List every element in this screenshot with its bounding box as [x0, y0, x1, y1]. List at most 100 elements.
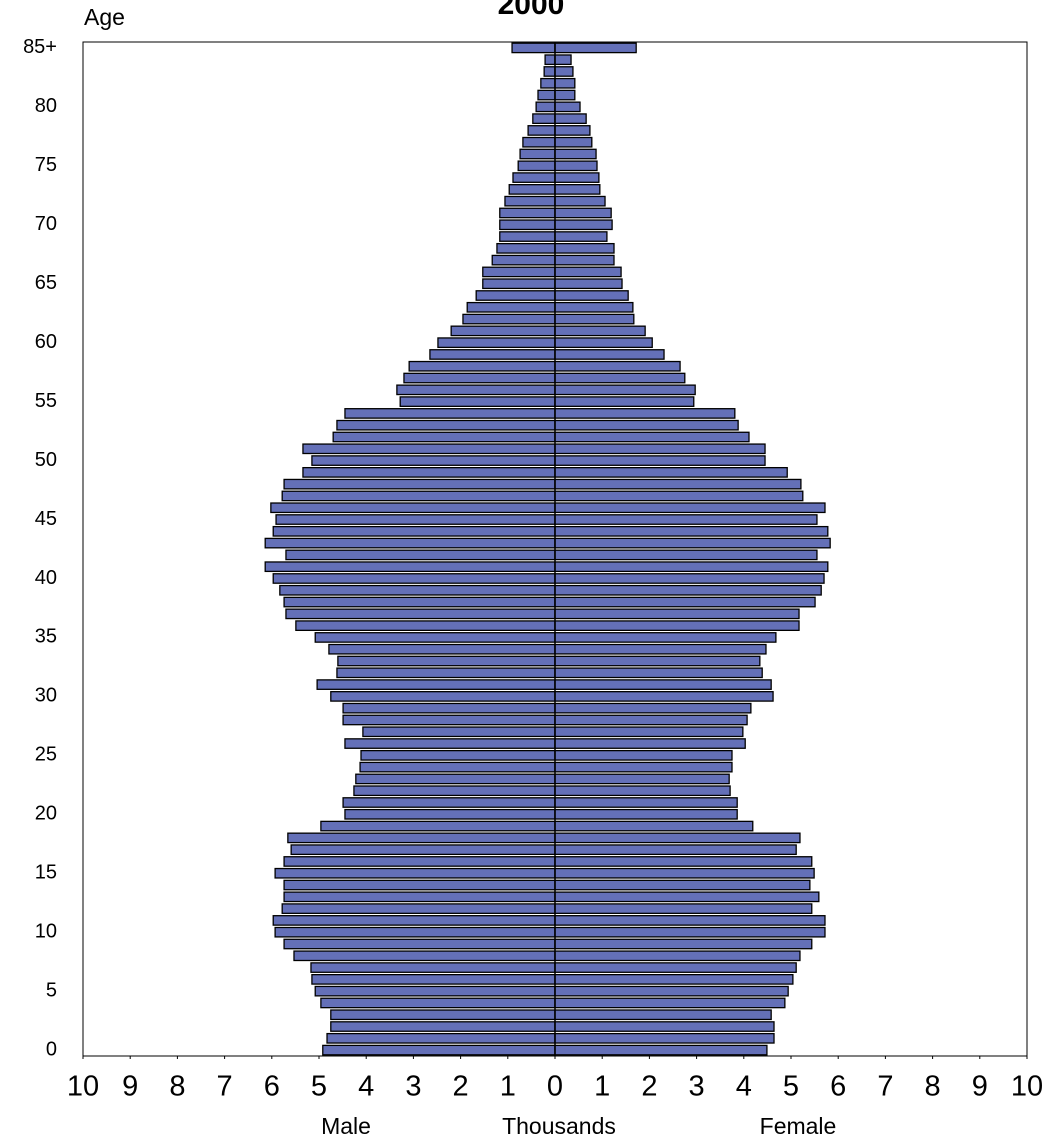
x-axis-label: Thousands — [502, 1113, 616, 1139]
bar — [554, 125, 591, 136]
x-tick-label: 2 — [453, 1071, 469, 1103]
bar — [554, 290, 629, 301]
bar — [554, 113, 587, 125]
bar — [554, 1021, 775, 1032]
bar — [554, 172, 600, 183]
bar — [554, 431, 750, 443]
bar — [554, 785, 731, 797]
bar — [532, 113, 556, 125]
bar — [272, 915, 556, 926]
y-tick-label: 70 — [35, 213, 57, 235]
bar — [554, 903, 813, 914]
x-tick-label: 3 — [689, 1071, 705, 1103]
bar — [314, 985, 556, 997]
bar — [554, 832, 801, 844]
bar — [408, 360, 556, 372]
bar — [320, 997, 556, 1009]
bar — [272, 525, 556, 537]
legend-label: Female — [760, 1113, 837, 1139]
bar — [554, 384, 696, 396]
bar — [554, 195, 606, 207]
x-tick-label: 0 — [547, 1071, 563, 1103]
bar — [554, 926, 826, 938]
bar — [499, 219, 556, 231]
bar — [554, 396, 695, 407]
bar — [429, 349, 556, 360]
bar — [342, 702, 556, 714]
bar — [475, 290, 556, 301]
y-tick-label: 0 — [46, 1038, 57, 1060]
bar — [499, 231, 556, 242]
bar — [344, 808, 556, 820]
y-tick-label: 60 — [35, 331, 57, 353]
bar — [336, 419, 556, 431]
x-tick-label: 6 — [264, 1071, 280, 1103]
y-tick-label: 80 — [35, 95, 57, 117]
x-tick-label: 5 — [311, 1071, 327, 1103]
bar — [554, 207, 612, 219]
bar — [554, 549, 818, 561]
x-tick-label: 8 — [169, 1071, 185, 1103]
y-tick-label: 75 — [35, 154, 57, 176]
bar — [330, 1009, 556, 1021]
bar — [283, 478, 556, 490]
bar — [540, 77, 556, 89]
bar — [554, 254, 615, 266]
bar — [281, 903, 556, 914]
bar — [283, 596, 556, 608]
bar — [302, 443, 556, 455]
y-tick-label: 50 — [35, 449, 57, 471]
bar — [554, 419, 739, 431]
bar — [554, 820, 754, 832]
x-tick-label: 9 — [122, 1071, 138, 1103]
y-tick-label: 35 — [35, 626, 57, 648]
bar — [322, 1044, 556, 1056]
bar — [554, 702, 752, 714]
bar — [554, 184, 601, 195]
bar — [353, 785, 556, 797]
bar — [359, 761, 556, 773]
x-tick-label: 3 — [405, 1071, 421, 1103]
bar — [554, 950, 801, 962]
bar — [332, 431, 556, 443]
bar — [527, 125, 556, 136]
y-tick-label: 85+ — [23, 36, 57, 58]
bar — [554, 89, 576, 101]
x-tick-label: 1 — [594, 1071, 610, 1103]
bar — [554, 455, 766, 466]
bar — [554, 266, 622, 278]
bar — [362, 726, 556, 738]
bar — [554, 749, 733, 761]
bar — [264, 561, 556, 573]
bar — [504, 195, 556, 207]
x-tick-label: 7 — [877, 1071, 893, 1103]
x-tick-label: 10 — [1011, 1071, 1043, 1103]
bar — [311, 973, 556, 985]
y-tick-label: 55 — [35, 390, 57, 412]
bar — [554, 136, 593, 148]
bar — [360, 749, 556, 761]
y-tick-label: 10 — [35, 920, 57, 942]
bar — [554, 525, 829, 537]
bar — [342, 797, 556, 808]
bar — [554, 691, 774, 702]
bar — [554, 1009, 772, 1021]
bar — [522, 136, 556, 148]
bar — [330, 691, 556, 702]
bar — [554, 490, 804, 502]
bar — [554, 891, 820, 903]
bar — [554, 632, 777, 643]
bar — [543, 66, 556, 77]
bar — [283, 891, 556, 903]
bar — [554, 66, 574, 77]
bar — [310, 962, 556, 973]
legend-label: Male — [321, 1113, 371, 1139]
y-tick-label: 15 — [35, 862, 57, 884]
bar — [554, 1032, 775, 1044]
bar — [537, 89, 556, 101]
bar — [554, 714, 748, 726]
bar — [450, 325, 556, 337]
bar — [437, 337, 556, 349]
bar — [554, 667, 763, 679]
bar — [403, 372, 556, 384]
